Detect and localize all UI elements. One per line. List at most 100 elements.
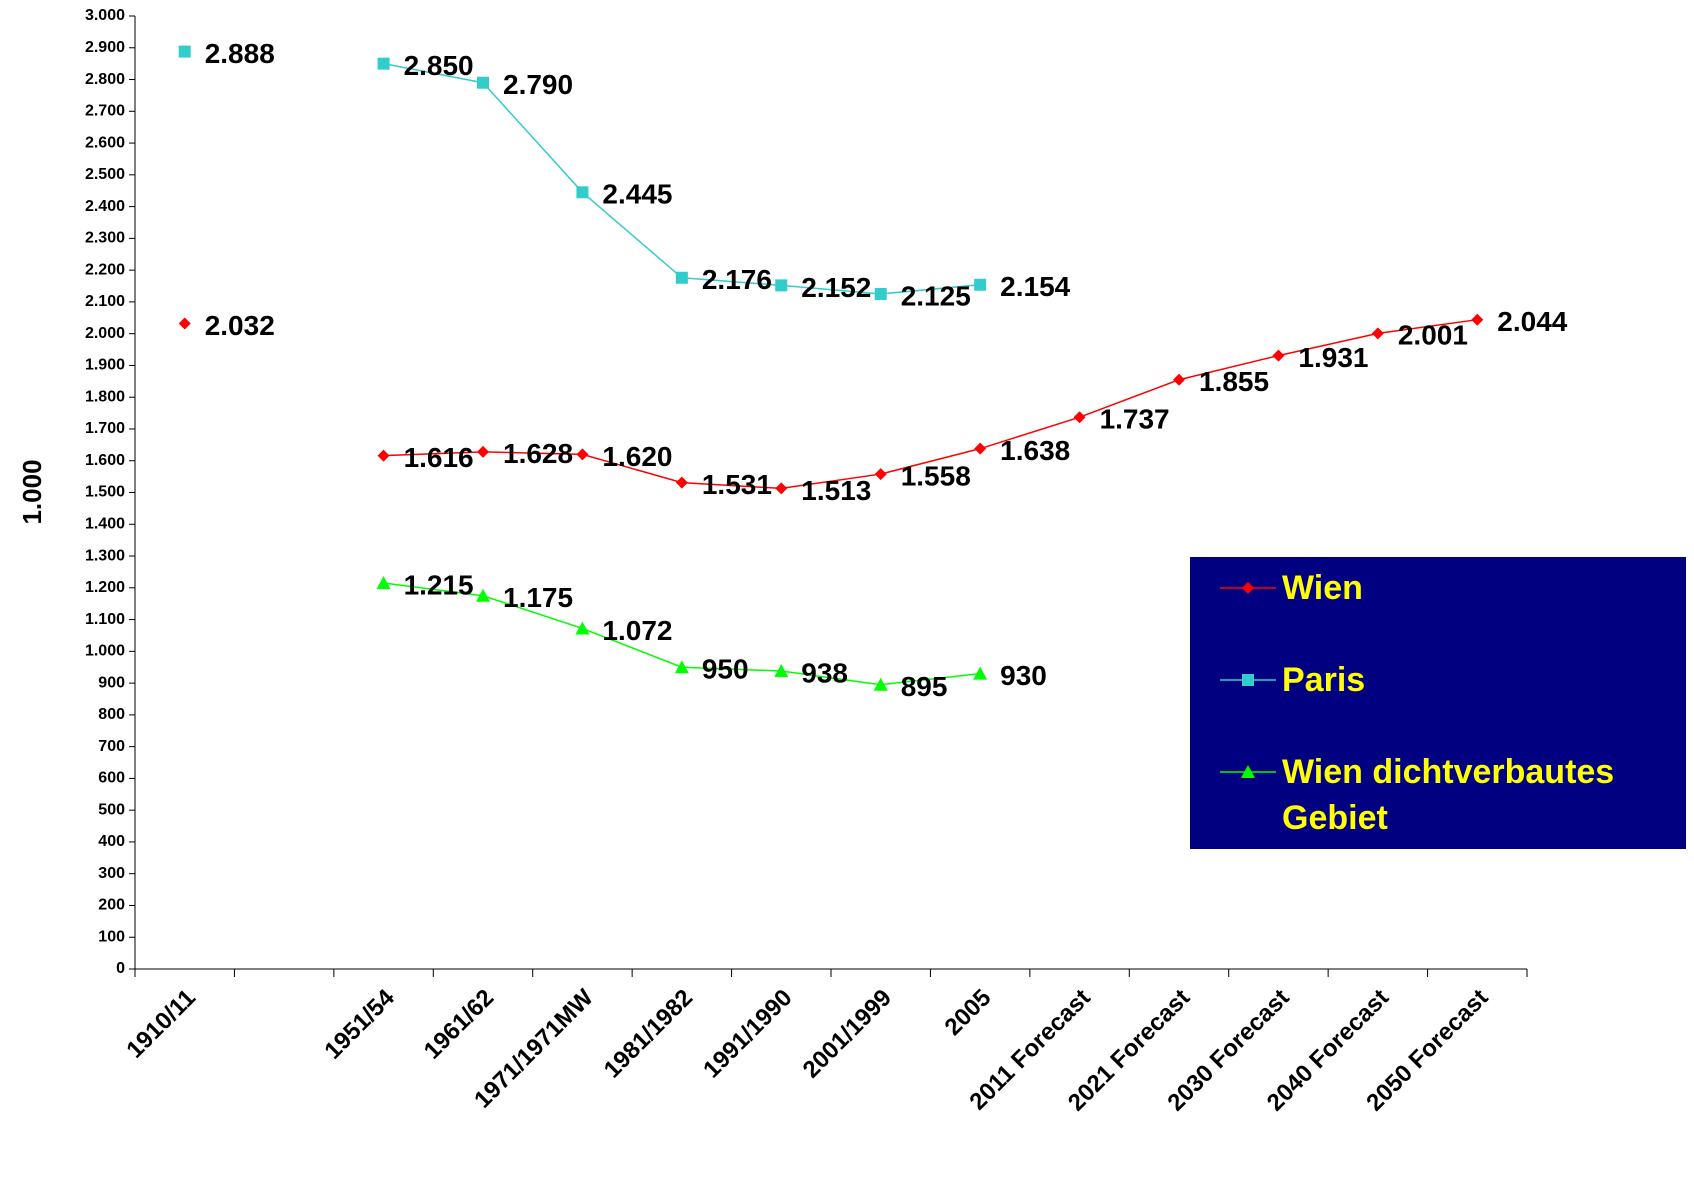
data-label: 2.001 (1398, 320, 1468, 351)
marker (973, 666, 988, 680)
y-tick-label: 1.800 (85, 388, 125, 405)
marker (178, 317, 191, 330)
y-tick-label: 2.500 (85, 166, 125, 183)
y-tick-label: 300 (98, 865, 125, 882)
data-label: 950 (702, 654, 749, 685)
y-tick-label: 900 (98, 674, 125, 691)
marker (1471, 313, 1484, 326)
data-label: 1.620 (602, 441, 672, 472)
marker (1242, 582, 1254, 594)
data-label: 2.032 (205, 310, 275, 341)
data-label: 1.558 (901, 460, 971, 491)
x-tick-label: 1951/54 (319, 984, 400, 1065)
data-label: 2.445 (602, 179, 672, 210)
y-axis-label: 1.000 (17, 459, 47, 524)
y-tick-label: 600 (98, 770, 125, 787)
data-label: 1.175 (503, 582, 573, 613)
marker (1371, 327, 1384, 340)
marker (178, 45, 191, 58)
marker (576, 186, 589, 199)
data-label: 2.790 (503, 69, 573, 100)
marker (576, 448, 589, 461)
marker (377, 449, 390, 462)
legend-label: Paris (1282, 661, 1366, 699)
y-tick-label: 1.400 (85, 515, 125, 532)
data-label: 930 (1000, 660, 1047, 691)
series-line (383, 318, 1478, 490)
data-label: 1.513 (801, 475, 871, 506)
marker (873, 677, 888, 691)
data-label: 1.737 (1100, 404, 1170, 435)
series-line (383, 62, 981, 295)
legend: Wien Paris Wien dichtverbautes Gebiet (1190, 557, 1686, 849)
data-label: 1.531 (702, 469, 772, 500)
marker (476, 588, 490, 602)
y-tick-label: 1.200 (85, 579, 125, 596)
x-tick-label: 1991/1990 (698, 984, 797, 1083)
data-label: 938 (801, 657, 848, 688)
x-tick-label: 2001/1999 (798, 984, 897, 1083)
marker (376, 576, 391, 590)
marker (1272, 349, 1285, 362)
data-label: 1.638 (1000, 435, 1070, 466)
y-tick-label: 2.300 (85, 230, 125, 247)
data-label: 2.850 (404, 50, 474, 81)
marker (775, 279, 788, 292)
y-tick-label: 3.000 (85, 7, 125, 24)
marker (675, 476, 688, 489)
legend-icon (1220, 582, 1276, 594)
y-tick-label: 0 (116, 960, 125, 977)
legend-icon (1220, 674, 1276, 686)
y-tick-label: 2.900 (85, 39, 125, 56)
y-tick-label: 2.400 (85, 198, 125, 215)
marker (974, 278, 987, 291)
marker (675, 271, 688, 284)
marker (774, 664, 789, 678)
y-tick-label: 2.000 (85, 325, 125, 342)
marker (575, 621, 590, 635)
x-tick-label: 1910/11 (121, 984, 201, 1064)
legend-entry: Wien dichtverbautes Gebiet (1220, 749, 1676, 841)
data-label: 895 (901, 671, 948, 702)
data-label: 1.616 (404, 442, 474, 473)
y-tick-label: 100 (98, 928, 125, 945)
data-label: 2.125 (901, 280, 971, 311)
data-label: 1.628 (503, 438, 573, 469)
marker (974, 442, 987, 455)
x-tick-label: 2005 (940, 984, 997, 1041)
marker (874, 468, 887, 481)
y-tick-label: 1.600 (85, 452, 125, 469)
y-tick-label: 700 (98, 738, 125, 755)
y-tick-label: 1.500 (85, 484, 125, 501)
data-label: 2.176 (702, 264, 772, 295)
y-tick-label: 2.100 (85, 293, 125, 310)
x-tick-label: 1961/62 (419, 984, 499, 1064)
marker (477, 76, 489, 89)
data-label: 1.931 (1298, 342, 1368, 373)
data-label: 2.044 (1497, 306, 1567, 337)
marker (1241, 765, 1255, 778)
y-tick-label: 1.300 (85, 547, 125, 564)
data-label: 1.072 (602, 615, 672, 646)
y-tick-label: 1.100 (85, 611, 125, 628)
legend-icon (1220, 765, 1276, 778)
y-tick-label: 400 (98, 833, 125, 850)
x-tick-label: 1981/1982 (599, 984, 698, 1083)
y-tick-label: 1.900 (85, 357, 125, 374)
data-label: 2.152 (801, 272, 871, 303)
marker (874, 287, 887, 300)
marker (1173, 373, 1185, 386)
marker (1073, 411, 1086, 424)
y-tick-label: 2.200 (85, 261, 125, 278)
marker (377, 57, 390, 70)
marker (477, 445, 489, 458)
legend-entry: Paris (1220, 657, 1676, 703)
marker (674, 660, 689, 674)
marker (1242, 674, 1254, 686)
legend-label: Wien dichtverbautes Gebiet (1282, 753, 1615, 837)
data-label: 1.855 (1199, 366, 1269, 397)
data-label: 2.888 (205, 38, 275, 69)
y-tick-label: 2.800 (85, 71, 125, 88)
